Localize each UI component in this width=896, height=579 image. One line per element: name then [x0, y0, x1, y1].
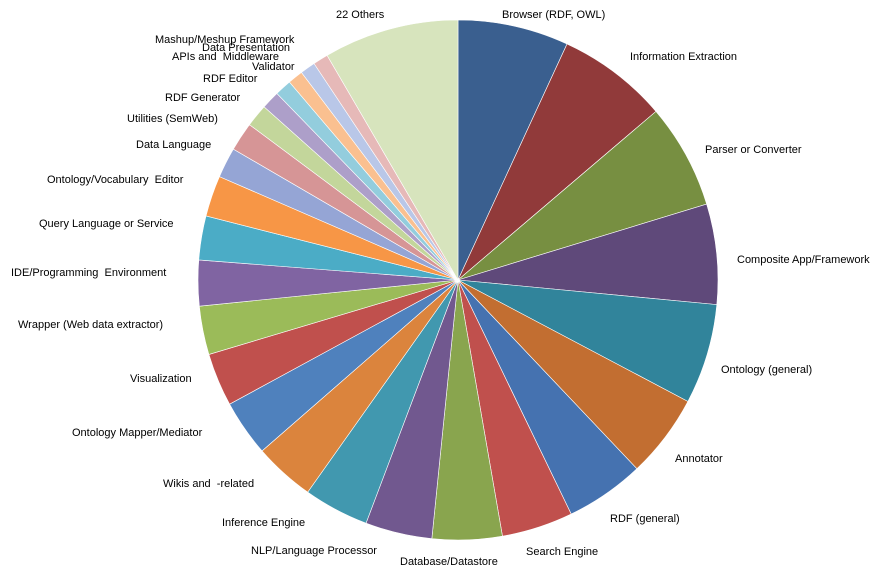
slice-label: Mashup/Meshup Framework	[155, 34, 295, 46]
pie-labels: Browser (RDF, OWL) Information Extraction…	[11, 9, 870, 568]
slice-label: Information Extraction	[630, 51, 737, 63]
slice-label: Composite App/Framework	[737, 254, 870, 266]
slice-label: RDF (general)	[610, 513, 680, 525]
slice-label: Utilities (SemWeb)	[127, 113, 218, 125]
slice-label: Browser (RDF, OWL)	[502, 9, 605, 21]
slice-label: RDF Generator	[165, 92, 241, 104]
slice-label: Database/Datastore	[400, 556, 498, 568]
pie-slices	[197, 19, 719, 541]
slice-label: Search Engine	[526, 546, 598, 558]
slice-label: APIs and Middleware	[172, 51, 279, 63]
pie-slice-browser-rdf-owl	[457, 19, 568, 281]
slice-label: IDE/Programming Environment	[11, 267, 166, 279]
slice-label: NLP/Language Processor	[251, 545, 377, 557]
slice-label: Validator	[252, 61, 295, 73]
slice-label: 22 Others	[336, 9, 385, 21]
slice-label: Query Language or Service	[39, 218, 174, 230]
slice-label: Ontology Mapper/Mediator	[72, 427, 203, 439]
slice-label: Parser or Converter	[705, 144, 802, 156]
slice-label: Data Presentation	[202, 42, 290, 54]
slice-label: Annotator	[675, 453, 723, 465]
slice-label: Wikis and -related	[163, 478, 254, 490]
slice-label: Inference Engine	[222, 517, 305, 529]
slice-label: RDF Editor	[203, 73, 258, 85]
pie-slice-22-others	[326, 19, 459, 282]
slice-label: Ontology (general)	[721, 364, 812, 376]
slice-label: Data Language	[136, 139, 211, 151]
slice-label: Ontology/Vocabulary Editor	[47, 174, 184, 186]
pie-slice-information-extraction	[457, 43, 657, 281]
slice-label: Visualization	[130, 373, 192, 385]
slice-label: Wrapper (Web data extractor)	[18, 319, 163, 331]
